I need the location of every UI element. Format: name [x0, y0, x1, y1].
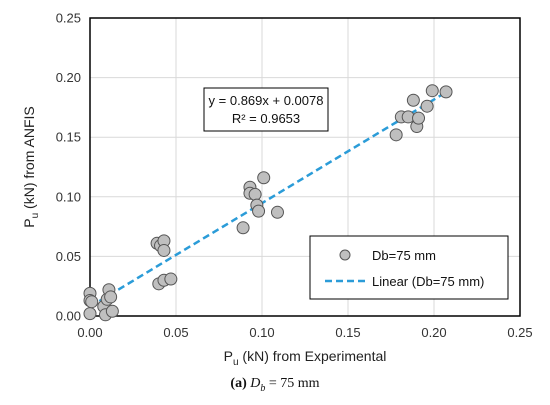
plot-area-frame [89, 17, 521, 317]
trendline [89, 91, 447, 308]
data-point [425, 84, 439, 98]
caption-variable: D [250, 376, 261, 391]
legend: Db=75 mm Linear (Db=75 mm) [309, 235, 509, 300]
y-tick-label: 0.05 [56, 249, 81, 264]
trendline-layer [89, 91, 447, 308]
legend-label-trendline: Linear (Db=75 mm) [372, 274, 484, 289]
x-axis-ticks: 0.00 0.05 0.10 0.15 0.20 0.25 [77, 325, 532, 340]
equation-box: y = 0.869x + 0.0078 R² = 0.9653 [203, 87, 329, 132]
data-points [83, 84, 453, 322]
x-tick-label: 0.15 [335, 325, 360, 340]
y-axis-title-sub: u [30, 213, 41, 219]
x-tick-label: 0.20 [421, 325, 446, 340]
x-tick-label: 0.10 [249, 325, 274, 340]
data-point [85, 295, 99, 309]
y-axis-title-main: P [21, 218, 37, 227]
data-point [270, 205, 284, 219]
x-axis-title-rest: (kN) from Experimental [239, 348, 387, 364]
data-point [248, 187, 262, 201]
data-point [164, 272, 178, 286]
data-point [257, 171, 271, 185]
legend-marker-db75 [339, 249, 351, 261]
caption-value: = 75 mm [265, 376, 320, 391]
figure-caption: (a) Db = 75 mm [0, 376, 550, 394]
x-tick-label: 0.00 [77, 325, 102, 340]
scatter-chart: 0.00 0.05 0.10 0.15 0.20 0.25 0.00 0.05 0.10 0.1… [21, 11, 533, 369]
data-point [439, 85, 453, 99]
y-tick-label: 0.10 [56, 189, 81, 204]
data-point [420, 99, 434, 113]
data-point [83, 307, 97, 321]
y-tick-label: 0.20 [56, 70, 81, 85]
r-squared-text: R² = 0.9653 [232, 111, 300, 126]
x-tick-label: 0.25 [507, 325, 532, 340]
data-point [412, 111, 426, 125]
y-tick-label: 0.00 [56, 309, 81, 324]
data-point [389, 128, 403, 142]
x-axis-title-main: P [224, 348, 233, 364]
data-point [105, 304, 119, 318]
x-axis-title-sub: u [233, 357, 239, 368]
data-point [157, 243, 171, 257]
data-point [104, 290, 118, 304]
equation-text: y = 0.869x + 0.0078 [209, 93, 324, 108]
data-point [252, 204, 266, 218]
legend-label-series: Db=75 mm [372, 248, 436, 263]
y-tick-label: 0.25 [56, 11, 81, 26]
data-point [236, 221, 250, 235]
y-axis-title-rest: (kN) from ANFIS [21, 106, 37, 213]
y-axis-title: Pu (kN) from ANFIS [21, 106, 41, 227]
y-tick-label: 0.15 [56, 130, 81, 145]
x-axis-title: Pu (kN) from Experimental [224, 348, 387, 368]
data-point [406, 93, 420, 107]
caption-label: (a) [230, 376, 247, 391]
y-axis-ticks: 0.00 0.05 0.10 0.15 0.20 0.25 [56, 11, 81, 324]
x-tick-label: 0.05 [163, 325, 188, 340]
caption-variable-sub: b [260, 382, 266, 394]
